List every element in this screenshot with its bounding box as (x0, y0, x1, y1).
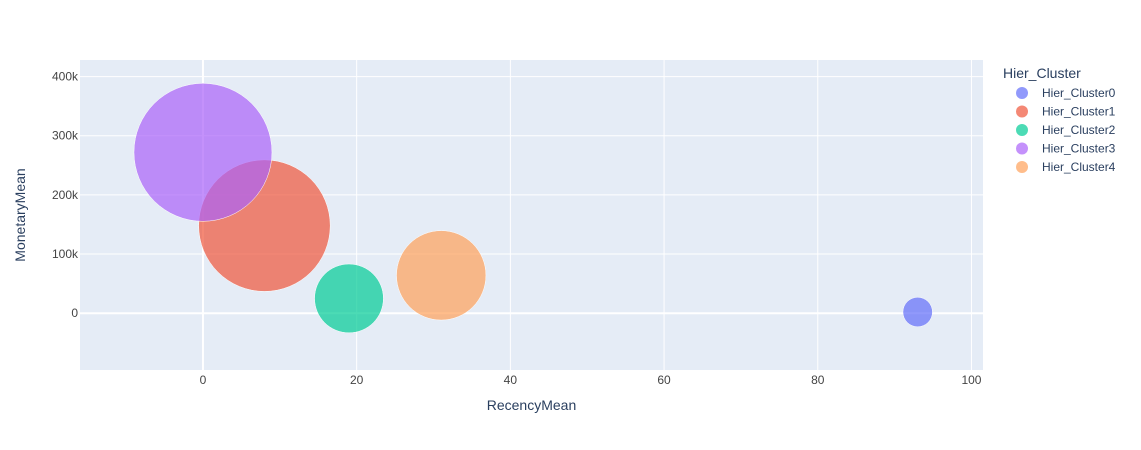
x-tick-label: 40 (504, 373, 518, 387)
legend-label: Hier_Cluster4 (1042, 160, 1116, 174)
legend-item[interactable]: Hier_Cluster3 (1016, 142, 1116, 156)
x-axis-ticks: 0 20 40 60 80 100 (200, 373, 982, 387)
legend-label: Hier_Cluster2 (1042, 123, 1116, 137)
legend-marker (1016, 142, 1028, 155)
bubble-hier-cluster0[interactable] (902, 297, 933, 328)
y-axis-ticks: 0 100k 200k 300k 400k (52, 70, 79, 321)
x-tick-label: 0 (200, 373, 207, 387)
y-tick-label: 200k (52, 188, 79, 202)
x-tick-label: 20 (350, 373, 364, 387)
legend-item[interactable]: Hier_Cluster0 (1016, 86, 1116, 100)
legend-label: Hier_Cluster3 (1042, 142, 1116, 156)
x-tick-label: 80 (811, 373, 825, 387)
bubble-hier-cluster4[interactable] (396, 230, 487, 321)
legend-label: Hier_Cluster1 (1042, 105, 1116, 119)
legend[interactable]: Hier_Cluster0 Hier_Cluster1 Hier_Cluster2 H… (1016, 86, 1116, 174)
legend-marker (1016, 124, 1028, 136)
legend-marker (1016, 87, 1028, 99)
y-tick-label: 0 (71, 306, 78, 320)
legend-marker (1016, 105, 1028, 118)
y-tick-label: 300k (52, 129, 79, 143)
x-tick-label: 60 (657, 373, 671, 387)
x-tick-label: 100 (961, 373, 981, 387)
y-axis-title: MonetaryMean (12, 168, 28, 261)
y-tick-label: 400k (52, 70, 79, 84)
legend-item[interactable]: Hier_Cluster2 (1016, 123, 1116, 137)
bubbles (133, 83, 933, 334)
legend-item[interactable]: Hier_Cluster4 (1016, 160, 1116, 174)
y-tick-label: 100k (52, 247, 79, 261)
legend-label: Hier_Cluster0 (1042, 86, 1116, 100)
legend-title: Hier_Cluster (1003, 65, 1081, 81)
legend-marker (1016, 161, 1028, 173)
bubble-hier-cluster3[interactable] (133, 83, 273, 222)
x-axis-title: RecencyMean (487, 397, 577, 413)
bubble-hier-cluster2[interactable] (314, 263, 384, 334)
legend-item[interactable]: Hier_Cluster1 (1016, 105, 1116, 119)
